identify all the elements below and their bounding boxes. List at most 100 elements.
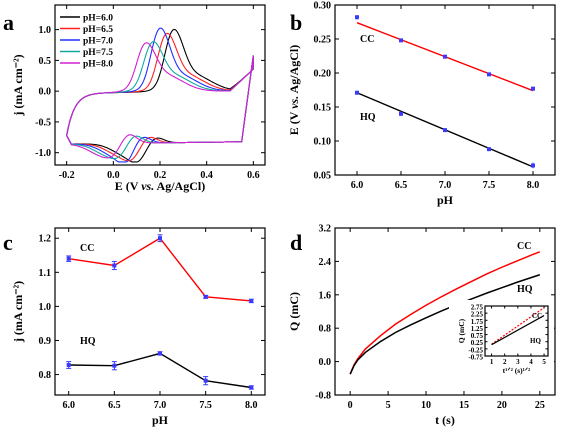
x-tick-label: 4 [529, 358, 533, 366]
y-tick-label: 0.8 [319, 324, 332, 335]
legend-label: pH=6.5 [83, 25, 113, 35]
data-point [158, 351, 162, 356]
data-point [112, 263, 117, 268]
y-tick-label: 0.25 [314, 35, 332, 46]
y-axis-label: Q (mC) [287, 292, 301, 331]
y-tick-label: 0.8 [39, 370, 52, 381]
y-axis-label-part: Ag/AgCl) [287, 45, 301, 96]
y-axis-label: j (mA cm⁻²) [11, 54, 25, 116]
series-label: HQ [517, 284, 533, 295]
inset-x-axis-label: t¹ᐟ² (s)¹ᐟ² [503, 366, 531, 375]
y-axis-label-part: vs. [287, 96, 301, 109]
data-point [531, 86, 535, 91]
y-tick-label: -0.8 [315, 391, 331, 402]
x-tick-label: 6.5 [108, 400, 121, 411]
x-tick-label: 10 [421, 400, 431, 411]
y-tick-label: 1.2 [39, 234, 52, 245]
x-tick-label: 2 [503, 358, 507, 366]
y-tick-label: -0.75 [468, 354, 483, 362]
x-tick-label: 0.6 [247, 170, 260, 181]
data-point [487, 72, 491, 77]
inset-series-label: CC [532, 312, 542, 320]
series-label: CC [360, 34, 374, 45]
y-tick-label: 0.25 [471, 339, 484, 347]
y-tick-label: 2.4 [319, 257, 332, 268]
x-tick-label: 0.0 [107, 170, 120, 181]
x-tick-label: 0 [348, 400, 353, 411]
y-tick-label: 0.9 [39, 336, 52, 347]
series-line-CC [68, 237, 252, 302]
x-tick-label: 6.0 [62, 400, 75, 411]
y-tick-label: 0.0 [39, 87, 52, 98]
series-label: CC [517, 241, 531, 252]
data-point [399, 38, 403, 43]
y-tick-label: 2.25 [471, 311, 484, 319]
data-point [112, 363, 117, 368]
x-axis-label-part: Ag/AgCl) [154, 179, 205, 193]
data-point [66, 256, 71, 261]
data-point [203, 378, 208, 383]
legend-label: pH=7.0 [83, 37, 113, 47]
y-axis-label-part: E (V [287, 109, 301, 135]
legend-label: pH=8.0 [83, 60, 113, 70]
x-tick-label: 6.5 [395, 180, 408, 191]
y-tick-label: 1.25 [471, 325, 484, 333]
data-point [158, 236, 162, 241]
inset-line-HQ [491, 315, 545, 346]
x-tick-label: 8.0 [245, 400, 258, 411]
data-point [203, 294, 208, 299]
y-axis-label: j (mA cm⁻²) [11, 281, 25, 343]
data-point [487, 147, 491, 152]
data-point [443, 128, 447, 133]
inset-line-CC [491, 307, 545, 345]
data-point [399, 111, 403, 116]
y-tick-label: 1.6 [319, 290, 332, 301]
charge-curve-HQ [349, 274, 541, 375]
plot-frame [334, 4, 556, 176]
inset-y-axis-label: Q (mC) [457, 318, 466, 343]
x-tick-label: 0.2 [154, 170, 167, 181]
x-axis-label: pH [437, 193, 454, 207]
x-tick-label: 7.0 [439, 180, 452, 191]
panel-b-potential-vs-ph-chart: 6.0 6.5 7.0 7.5 8.0 0.05 0.10 0.15 0.20 0.25 0.30 p… [287, 1, 556, 207]
y-axis-label: E (V vs. Ag/AgCl) [287, 45, 301, 135]
x-tick-label: 25 [535, 400, 545, 411]
x-tick-label: 7.5 [199, 400, 212, 411]
panel-c-current-vs-ph-chart: 6.0 6.5 7.0 7.5 8.0 0.8 0.9 1.0 1.1 1.2 pH j (mA cm… [3, 227, 266, 427]
x-tick-label: -0.2 [59, 170, 75, 181]
y-tick-label: 3.2 [319, 224, 332, 235]
data-point [355, 15, 359, 20]
y-tick-label: 0.20 [314, 69, 332, 80]
data-point [531, 163, 535, 168]
inset-series-label: HQ [530, 337, 541, 345]
x-axis-label-part: E (V [115, 179, 141, 193]
y-tick-label: 2.75 [471, 304, 484, 312]
y-tick-label: 1.75 [471, 318, 484, 326]
y-tick-label: 0.75 [471, 332, 484, 340]
y-tick-label: 1.1 [39, 268, 52, 279]
y-tick-label: -0.25 [468, 346, 483, 354]
panel-label: d [290, 230, 302, 255]
y-tick-label: 0.10 [314, 137, 332, 148]
plot-frame [334, 227, 556, 396]
x-axis-label-part: vs. [141, 179, 154, 193]
y-tick-label: 0.05 [314, 171, 332, 182]
panel-a-cv-chart: -0.2 0.0 0.2 0.4 0.6 -1.0 -0.5 0.0 0.5 1.0 E (V vs… [3, 4, 266, 193]
y-tick-label: -0.5 [35, 117, 51, 128]
y-tick-label: 0.0 [319, 357, 332, 368]
x-tick-label: 5 [386, 400, 391, 411]
panel-label: a [3, 10, 14, 35]
y-tick-label: -1.0 [35, 148, 51, 159]
data-point [66, 363, 71, 368]
data-point [249, 298, 254, 303]
y-tick-label: 1.0 [39, 25, 52, 36]
panel-d-charge-vs-time-chart: 0 5 10 15 20 25-0.80.00.81.62.43.2t (s)Q (mC)… [287, 224, 556, 427]
series-label: HQ [80, 336, 96, 347]
panel-label: b [290, 10, 302, 35]
series-label: HQ [360, 112, 376, 123]
data-point [355, 90, 359, 95]
legend-label: pH=6.0 [83, 14, 113, 24]
x-tick-label: 7.0 [154, 400, 167, 411]
y-tick-label: 1.0 [39, 302, 52, 313]
